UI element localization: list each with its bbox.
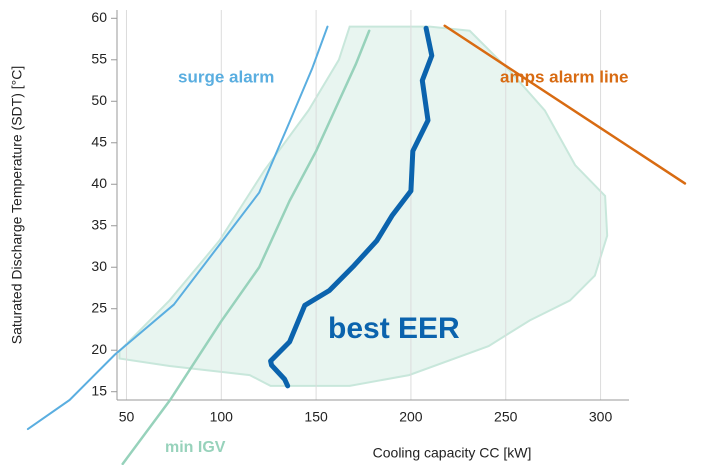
y-tick-label: 50 — [91, 92, 107, 108]
y-tick-label: 40 — [91, 175, 107, 191]
series-label: min IGV — [165, 439, 226, 456]
y-tick-label: 45 — [91, 133, 107, 149]
x-axis-label: Cooling capacity CC [kW] — [373, 445, 532, 461]
y-tick-label: 55 — [91, 50, 107, 66]
series-label: surge alarm — [178, 67, 274, 86]
y-tick-label: 15 — [91, 382, 107, 398]
y-tick-label: 25 — [91, 299, 107, 315]
series-label: best EER — [328, 312, 460, 345]
x-tick-label: 300 — [589, 409, 613, 425]
x-tick-label: 50 — [119, 409, 135, 425]
y-axis-label: Saturated Discharge Temperature (SDT) [°… — [9, 66, 25, 344]
y-tick-label: 20 — [91, 341, 107, 357]
x-tick-label: 200 — [399, 409, 423, 425]
series-line — [121, 29, 371, 465]
operating-region — [118, 25, 609, 387]
y-tick-label: 35 — [91, 216, 107, 232]
x-tick-label: 150 — [304, 409, 328, 425]
x-tick-label: 250 — [494, 409, 518, 425]
y-tick-label: 30 — [91, 258, 107, 274]
series-label: amps alarm line — [500, 67, 629, 86]
series-line — [268, 25, 435, 389]
x-tick-label: 100 — [210, 409, 234, 425]
series-line — [443, 24, 687, 185]
y-tick-label: 60 — [91, 9, 107, 25]
series-line — [26, 25, 329, 431]
